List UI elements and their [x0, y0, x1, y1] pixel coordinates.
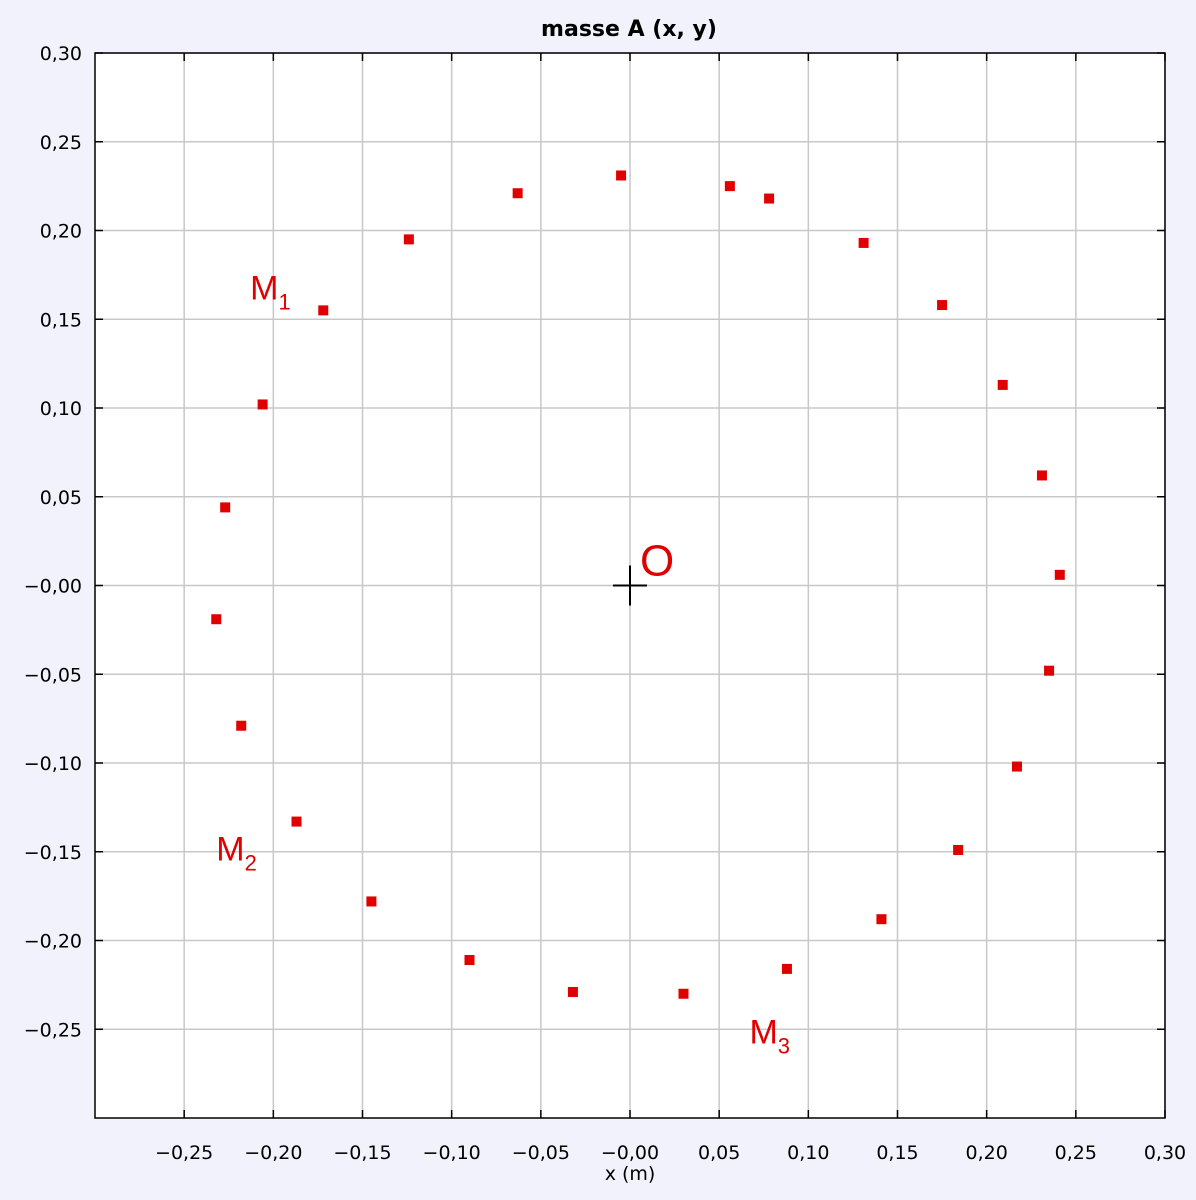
- annotations: M1 M2 M3: [216, 270, 790, 1059]
- x-tick-label: 0,05: [698, 1142, 740, 1164]
- mass-label: M1: [250, 270, 291, 315]
- mass-label: M2: [216, 831, 257, 876]
- data-point: [937, 300, 948, 311]
- x-tick-label: −0,10: [423, 1142, 481, 1164]
- chart-title: masse A (x, y): [541, 17, 717, 42]
- y-tick-label: −0,20: [24, 931, 82, 953]
- data-point: [724, 181, 735, 192]
- data-point: [876, 914, 887, 925]
- x-tick-label: −0,05: [512, 1142, 570, 1164]
- x-tick-label: −0,20: [244, 1142, 302, 1164]
- x-tick-label: −0,00: [601, 1142, 659, 1164]
- origin-marker: O: [613, 537, 674, 606]
- x-tick-label: 0,15: [876, 1142, 918, 1164]
- data-point: [366, 896, 377, 907]
- y-tick-label: 0,15: [40, 309, 82, 331]
- y-tick-label: 0,05: [40, 487, 82, 509]
- x-tick-label: 0,30: [1144, 1142, 1186, 1164]
- data-point: [997, 379, 1008, 390]
- data-point: [616, 170, 627, 181]
- data-point: [211, 614, 222, 625]
- y-tick-label: −0,05: [24, 664, 82, 686]
- x-tick-label: −0,25: [155, 1142, 213, 1164]
- data-point: [220, 502, 231, 513]
- x-tick-label: 0,20: [966, 1142, 1008, 1164]
- data-point: [953, 844, 964, 855]
- data-point: [764, 193, 775, 204]
- data-point: [858, 237, 869, 248]
- y-tick-label: 0,20: [40, 221, 82, 243]
- data-point: [781, 963, 792, 974]
- y-tick-labels: 0,30 0,25 0,20 0,15 0,10 0,05 −0,00 −0,05 −0,10 −…: [24, 43, 82, 1041]
- data-point: [512, 188, 523, 199]
- y-tick-label: −0,15: [24, 842, 82, 864]
- data-point: [1054, 569, 1065, 580]
- y-tick-label: −0,10: [24, 753, 82, 775]
- plot-frame: [94, 52, 1166, 1119]
- data-point: [318, 305, 329, 316]
- data-point: [291, 816, 302, 827]
- y-tick-label: 0,30: [40, 43, 82, 65]
- mass-label: M3: [749, 1013, 790, 1058]
- x-tick-labels: −0,25 −0,20 −0,15 −0,10 −0,05 −0,00 0,05 0,10 0,…: [155, 1142, 1186, 1164]
- data-point: [1044, 665, 1055, 676]
- data-point: [1011, 761, 1022, 772]
- data-point: [257, 399, 268, 410]
- y-tick-label: −0,25: [24, 1019, 82, 1041]
- data-point: [464, 955, 475, 966]
- x-axis-label: x (m): [605, 1163, 656, 1185]
- grid: [95, 52, 1166, 1118]
- data-point: [236, 720, 247, 731]
- origin-label: O: [640, 537, 674, 586]
- y-tick-label: 0,25: [40, 132, 82, 154]
- x-tick-label: 0,10: [787, 1142, 829, 1164]
- data-points: [211, 170, 1065, 999]
- data-point: [403, 234, 414, 245]
- data-point: [1036, 470, 1047, 481]
- x-tick-label: −0,15: [333, 1142, 391, 1164]
- data-point: [678, 988, 689, 999]
- y-tick-label: 0,10: [40, 398, 82, 420]
- data-point: [567, 986, 578, 997]
- x-tick-label: 0,25: [1055, 1142, 1097, 1164]
- y-tick-label: −0,00: [24, 576, 82, 598]
